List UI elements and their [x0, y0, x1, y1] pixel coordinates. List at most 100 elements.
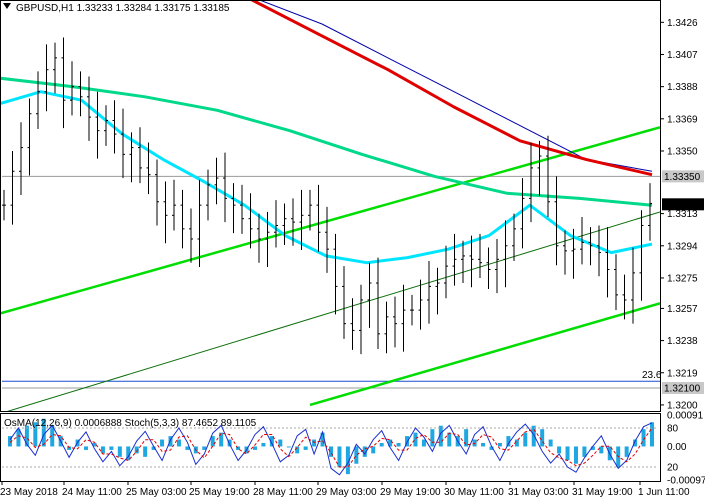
osma-bar — [599, 446, 604, 454]
osma-bar — [185, 446, 190, 450]
price-tick-label: 1.3407 — [667, 50, 698, 61]
trend-channel — [1, 126, 660, 411]
osma-bar — [481, 443, 486, 447]
osma-bar — [421, 439, 426, 447]
time-axis: 23 May 2018 24 May 11:00 25 May 03:00 25 Ma… — [0, 481, 690, 498]
osma-bar — [117, 446, 122, 457]
price-badge — [662, 381, 704, 394]
price-bars — [2, 37, 652, 355]
channel-lower-line — [309, 302, 660, 407]
stoch-signal-line — [9, 427, 653, 468]
price-tick-label: 1.3426 — [667, 18, 698, 29]
price-badge — [662, 170, 704, 183]
osma-bar — [329, 446, 333, 457]
stoch-main-line — [9, 422, 653, 476]
price-badge-label: 1.33185 — [664, 200, 701, 211]
moving-average-line — [250, 1, 653, 177]
osma-bar — [16, 429, 21, 447]
osma-bar — [497, 443, 502, 447]
osma-bar — [489, 446, 494, 450]
moving-average-line — [1, 76, 653, 207]
osma-bar — [151, 446, 156, 450]
osma-bar — [565, 446, 570, 461]
osma-bar — [24, 425, 29, 447]
osma-bar — [573, 446, 578, 464]
osma-bar — [362, 446, 367, 457]
moving-average-line — [260, 1, 653, 172]
osma-bar — [134, 446, 139, 454]
indicator-label: OsMA(12,26,9) 0.0006888 Stoch(5,3,3) 87.… — [4, 418, 257, 429]
osma-bar — [506, 436, 511, 447]
osma-bar — [261, 443, 266, 447]
osma-bar — [633, 439, 638, 447]
time-tick-label: 23 May 2018 — [0, 487, 58, 498]
osma-bar — [388, 439, 393, 447]
osma-bar — [219, 432, 224, 447]
osma-bar — [430, 429, 435, 447]
main-plot: 23.6 — [1, 1, 662, 411]
osma-bar — [464, 429, 469, 447]
price-tick-label: 1.3294 — [667, 241, 698, 252]
time-tick-label: 31 May 19:00 — [572, 487, 633, 498]
indicator-axis: 0.00091 80 0.00 20 -0.00097 — [667, 411, 705, 487]
horizontal-levels — [2, 175, 660, 389]
osma-bar — [303, 446, 308, 450]
osma-bar — [413, 432, 418, 447]
osma-bar — [84, 446, 89, 450]
price-tick-label: 1.3369 — [667, 114, 698, 125]
osma-bar — [379, 443, 384, 447]
osma-bar — [531, 425, 536, 447]
moving-average-line — [1, 90, 653, 265]
time-tick-label: 25 May 19:00 — [189, 487, 250, 498]
osma-bar — [33, 422, 38, 447]
time-tick-label: 25 May 03:00 — [126, 487, 187, 498]
moving-averages — [1, 1, 653, 265]
fib-label: 23.6 — [642, 370, 662, 381]
price-badge — [662, 198, 704, 211]
channel-middle-line — [7, 211, 660, 411]
time-tick-label: 30 May 11:00 — [444, 487, 504, 498]
osma-bar — [41, 418, 46, 447]
title-triangle-icon — [3, 3, 11, 9]
osma-bar — [641, 429, 646, 447]
osma-bar — [405, 436, 410, 447]
indicator-tick-label: 80 — [667, 424, 679, 435]
osma-bar — [176, 439, 181, 447]
osma-bar — [447, 432, 452, 447]
osma-bar — [548, 439, 553, 447]
osma-bar — [50, 425, 55, 447]
price-tick-label: 1.3238 — [667, 336, 698, 347]
osma-bar — [109, 446, 114, 450]
osma-bar — [590, 446, 595, 450]
indicator-tick-label: 20 — [667, 463, 679, 474]
time-tick-label: 29 May 19:00 — [380, 487, 441, 498]
osma-bar — [523, 432, 528, 447]
price-tick-label: 1.3200 — [667, 400, 698, 411]
osma-bar — [252, 446, 257, 450]
osma-bar — [320, 432, 325, 447]
osma-bar — [371, 446, 376, 454]
osma-bar — [227, 439, 232, 447]
price-badges: 1.33350 1.33185 1.32100 — [662, 170, 704, 394]
osma-bar — [92, 443, 97, 447]
osma-bar — [650, 422, 654, 447]
indicator-tick-label: -0.00097 — [667, 476, 705, 487]
price-tick-label: 1.3219 — [667, 368, 698, 379]
indicator-tick-label: 0.00091 — [667, 411, 704, 422]
osma-bar — [126, 446, 131, 461]
indicator-plot — [2, 418, 658, 476]
time-tick-label: 28 May 11:00 — [253, 487, 313, 498]
osma-bar — [312, 439, 317, 447]
osma-bar — [236, 446, 241, 450]
price-tick-label: 1.3313 — [667, 209, 698, 220]
osma-bar — [67, 446, 72, 450]
osma-bar — [582, 446, 587, 457]
osma-bar — [286, 446, 291, 448]
osma-bar — [160, 439, 165, 447]
stochastic-lines — [2, 422, 658, 476]
price-badge-label: 1.32100 — [664, 383, 701, 394]
price-tick-label: 1.3388 — [667, 82, 698, 93]
time-tick-label: 24 May 11:00 — [62, 487, 122, 498]
osma-bar — [514, 439, 519, 447]
